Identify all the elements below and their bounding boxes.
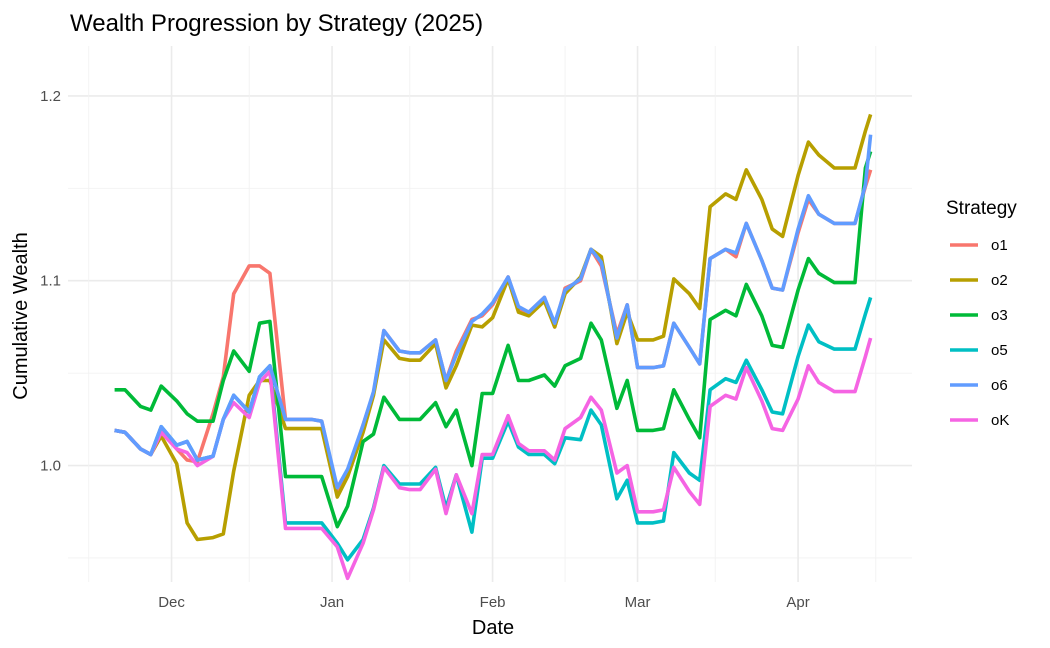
y-axis-ticks: 1.0 1.1 1.2 — [40, 88, 61, 475]
legend-label-o6: o6 — [991, 377, 1008, 394]
series-lines — [114, 113, 873, 581]
y-axis-title: Cumulative Wealth — [10, 232, 32, 399]
series-line-o3 — [114, 150, 873, 529]
series-line-o6 — [114, 134, 873, 490]
y-tick-label: 1.2 — [40, 88, 61, 105]
x-axis-ticks: Dec Jan Feb Mar Apr — [158, 594, 810, 611]
series-line-oK — [114, 337, 873, 581]
x-tick-label: Apr — [786, 594, 809, 611]
x-tick-label: Mar — [625, 594, 651, 611]
legend-label-o2: o2 — [991, 272, 1008, 289]
x-tick-label: Feb — [480, 594, 506, 611]
legend-label-o3: o3 — [991, 307, 1008, 324]
x-tick-label: Dec — [158, 594, 185, 611]
legend-label-o5: o5 — [991, 342, 1008, 359]
legend: Strategy o1 o2 o3 o5 o6 oK — [946, 198, 1017, 429]
x-axis-title: Date — [472, 617, 514, 639]
legend-items: o1 o2 o3 o5 o6 oK — [950, 237, 1009, 429]
y-tick-label: 1.1 — [40, 273, 61, 290]
legend-title: Strategy — [946, 198, 1017, 219]
legend-label-oK: oK — [991, 412, 1009, 429]
x-tick-label: Jan — [320, 594, 344, 611]
chart-title: Wealth Progression by Strategy (2025) — [70, 10, 483, 37]
series-line-o2 — [114, 113, 873, 542]
legend-label-o1: o1 — [991, 237, 1008, 254]
y-tick-label: 1.0 — [40, 458, 61, 475]
grid — [68, 46, 912, 582]
